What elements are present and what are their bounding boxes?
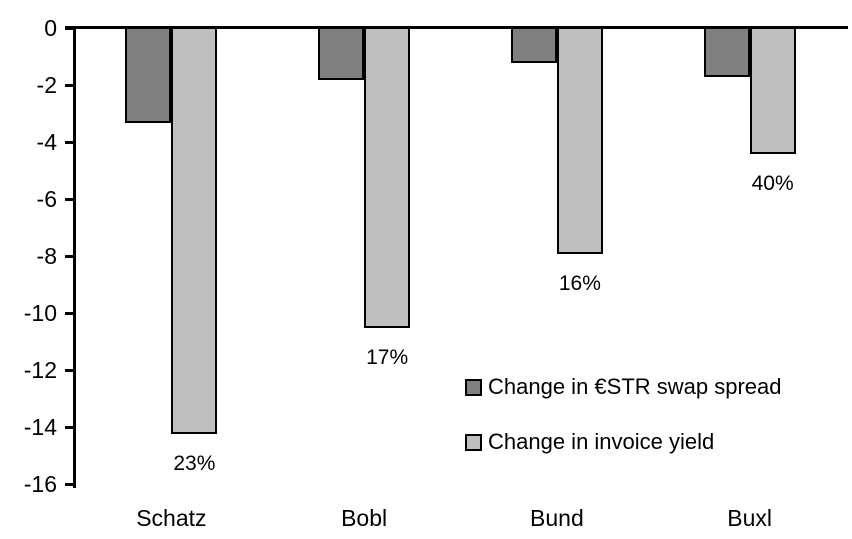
legend-label-invoice-yield: Change in invoice yield bbox=[488, 429, 715, 454]
bar-swap-spread-buxl bbox=[703, 27, 750, 78]
x-axis-label-schatz: Schatz bbox=[136, 505, 207, 531]
y-axis-tick-label: -12 bbox=[23, 357, 57, 383]
x-axis-label-bund: Bund bbox=[530, 505, 584, 531]
data-label-buxl: 40% bbox=[751, 172, 794, 196]
y-axis-tick-label: -16 bbox=[23, 471, 57, 497]
bar-swap-spread-bobl bbox=[318, 27, 365, 81]
bar-invoice-yield-bund bbox=[556, 27, 603, 255]
bar-invoice-yield-schatz bbox=[171, 27, 218, 434]
x-axis-label-buxl: Buxl bbox=[727, 505, 772, 531]
legend-item-swap-spread: Change in €STR swap spread bbox=[465, 369, 782, 405]
data-label-schatz: 23% bbox=[173, 451, 216, 475]
zero-axis-line bbox=[65, 26, 848, 29]
y-axis-tick bbox=[65, 311, 75, 315]
legend-swatch-dark-square-icon bbox=[465, 378, 482, 396]
bar-invoice-yield-buxl bbox=[749, 27, 796, 155]
legend-item-invoice-yield: Change in invoice yield bbox=[465, 424, 782, 460]
y-axis-tick bbox=[65, 197, 75, 201]
y-axis-tick-label: -10 bbox=[23, 300, 57, 326]
y-axis-tick-label: -4 bbox=[36, 129, 57, 155]
y-axis-tick bbox=[65, 140, 75, 144]
legend-swatch-light-square-icon bbox=[465, 433, 482, 451]
legend: Change in €STR swap spread Change in inv… bbox=[465, 369, 782, 479]
y-axis-tick bbox=[65, 254, 75, 258]
bar-invoice-yield-bobl bbox=[364, 27, 411, 329]
bar-swap-spread-bund bbox=[510, 27, 557, 64]
y-axis-tick-label: -14 bbox=[23, 414, 57, 440]
y-axis-tick-label: -6 bbox=[36, 186, 57, 212]
y-axis-tick bbox=[65, 482, 75, 486]
y-axis-tick bbox=[65, 368, 75, 372]
y-axis-tick-label: -2 bbox=[36, 72, 57, 98]
y-axis-tick-label: -8 bbox=[36, 243, 57, 269]
bar-swap-spread-schatz bbox=[125, 27, 172, 124]
y-axis-tick bbox=[65, 83, 75, 87]
legend-label-swap-spread: Change in €STR swap spread bbox=[488, 374, 782, 399]
y-axis-tick bbox=[65, 425, 75, 429]
x-axis-label-bobl: Bobl bbox=[341, 505, 388, 531]
data-label-bund: 16% bbox=[558, 272, 601, 296]
data-label-bobl: 17% bbox=[366, 346, 409, 370]
y-axis-tick-label: 0 bbox=[44, 15, 57, 41]
